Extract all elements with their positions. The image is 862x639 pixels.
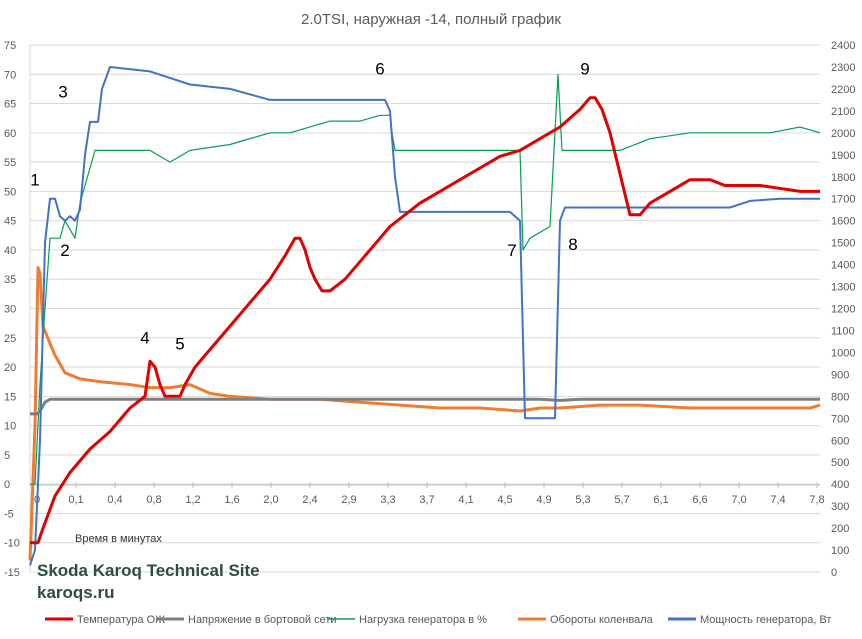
y-right-tick-label: 2200: [831, 84, 855, 96]
y-left-tick-label: 35: [4, 274, 16, 286]
x-tick-label: 7,4: [770, 494, 785, 506]
y-right-tick-label: 800: [831, 391, 849, 403]
x-tick-label: 3,7: [419, 494, 434, 506]
x-tick-label: 0,4: [107, 494, 122, 506]
y-left-tick-label: 10: [4, 421, 16, 433]
x-tick-label: 1,2: [185, 494, 200, 506]
chart-title: 2.0TSI, наружная -14, полный график: [301, 11, 561, 28]
annotation-label: 5: [175, 334, 184, 353]
x-tick-label: 4,5: [497, 494, 512, 506]
series-line-1: [30, 397, 820, 416]
annotation-label: 9: [580, 59, 589, 78]
y-left-tick-label: 60: [4, 128, 16, 140]
annotation-label: 2: [60, 241, 69, 260]
x-tick-label: 4,9: [536, 494, 551, 506]
x-tick-label: 2,4: [302, 494, 317, 506]
y-left-tick-label: 5: [4, 450, 10, 462]
series-line-4: [29, 66, 820, 566]
annotation-label: 3: [58, 83, 67, 102]
y-right-tick-label: 2100: [831, 106, 855, 118]
y-left-tick-label: 20: [4, 362, 16, 374]
y-right-tick-label: 1300: [831, 282, 855, 294]
legend-label: Температура ОЖ: [77, 614, 165, 626]
y-right-tick-label: 2000: [831, 128, 855, 140]
x-tick-label: 0,8: [146, 494, 161, 506]
y-left-tick-label: 75: [4, 40, 16, 52]
grid-lines: [29, 44, 820, 573]
x-tick-label: 0,1: [68, 494, 83, 506]
series-line-0: [30, 96, 820, 545]
annotation-label: 4: [140, 329, 149, 348]
y-left-tick-label: -5: [4, 508, 14, 520]
x-tick-label: 1,6: [224, 494, 239, 506]
legend: Температура ОЖ Напряжение в бортовой сети…: [45, 614, 831, 626]
y-left-tick-label: -15: [4, 567, 20, 579]
watermark-title: Skoda Karoq Technical Site: [37, 561, 260, 580]
annotation-label: 7: [507, 241, 516, 260]
y-left-tick-label: 40: [4, 245, 16, 257]
y-left-tick-label: 15: [4, 391, 16, 403]
y-left-tick-label: 0: [4, 479, 10, 491]
annotation-label: 6: [375, 59, 384, 78]
y-right-tick-label: 1400: [831, 260, 855, 272]
y-left-tick-label: 45: [4, 216, 16, 228]
legend-label: Напряжение в бортовой сети: [188, 614, 337, 626]
y-right-tick-label: 600: [831, 435, 849, 447]
x-tick-label: 2,0: [263, 494, 278, 506]
x-tick-label: 7,8: [809, 494, 824, 506]
y-right-tick-label: 200: [831, 523, 849, 535]
y-left-tick-label: -10: [4, 538, 20, 550]
y-right-tick-label: 0: [831, 567, 837, 579]
y-left-tick-label: 65: [4, 99, 16, 111]
y-right-tick-label: 900: [831, 369, 849, 381]
y-right-tick-label: 1000: [831, 347, 855, 359]
annotation-label: 1: [30, 171, 39, 190]
y-right-tick-label: 700: [831, 413, 849, 425]
x-tick-label: 5,7: [614, 494, 629, 506]
x-tick-label: 3,3: [380, 494, 395, 506]
series-lines: [28, 66, 821, 566]
x-tick-label: 4,1: [458, 494, 473, 506]
x-tick-label: 7,0: [731, 494, 746, 506]
x-tick-label: 6,1: [653, 494, 668, 506]
y-left-tick-label: 25: [4, 333, 16, 345]
y-left-tick-label: 70: [4, 69, 16, 81]
y-right-tick-label: 1600: [831, 216, 855, 228]
y-right-tick-label: 1200: [831, 304, 855, 316]
y-right-tick-label: 1700: [831, 194, 855, 206]
y-left-tick-label: 30: [4, 304, 16, 316]
x-tick-label: 5,3: [575, 494, 590, 506]
annotation-label: 8: [568, 235, 577, 254]
y-right-tick-label: 1500: [831, 238, 855, 250]
y-right-tick-label: 100: [831, 545, 849, 557]
axis-ticks: 757065605550454035302520151050-5-10-1524…: [4, 40, 855, 579]
y-right-tick-label: 1800: [831, 172, 855, 184]
legend-label: Мощноcть генератора, Вт: [700, 614, 831, 626]
series-line-3: [28, 266, 821, 561]
y-right-tick-label: 400: [831, 479, 849, 491]
y-right-tick-label: 500: [831, 457, 849, 469]
x-axis-label: Время в минутах: [75, 533, 162, 545]
y-left-tick-label: 50: [4, 186, 16, 198]
legend-label: Обороты коленвала: [550, 614, 654, 626]
x-tick-label: 2,9: [341, 494, 356, 506]
y-right-tick-label: 1900: [831, 150, 855, 162]
watermark-url: karoqs.ru: [37, 583, 114, 602]
y-right-tick-label: 2300: [831, 62, 855, 74]
y-left-tick-label: 55: [4, 157, 16, 169]
y-right-tick-label: 2400: [831, 40, 855, 52]
y-right-tick-label: 1100: [831, 325, 855, 337]
legend-label: Нагрузка генератора в %: [359, 614, 487, 626]
y-right-tick-label: 300: [831, 501, 849, 513]
x-tick-label: 6,6: [692, 494, 707, 506]
annotations: 1 2 3 4 5 6 7 8 9: [30, 59, 589, 353]
